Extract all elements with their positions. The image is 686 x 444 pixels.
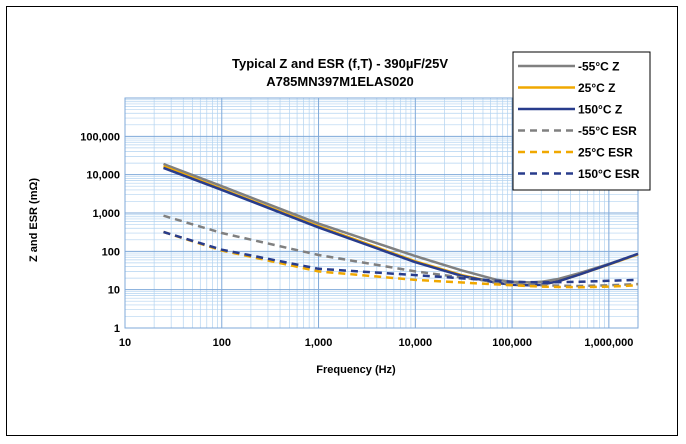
series-150c-esr (163, 230, 639, 284)
x-tick-label: 10,000 (398, 337, 432, 349)
series-layer (163, 162, 639, 289)
x-tick-label: 100 (213, 337, 231, 349)
x-tick-label: 10 (119, 337, 131, 349)
legend-label: -55°C ESR (578, 124, 637, 138)
y-axis-ticks: 1 10 100 1,000 10,000 100,000 (80, 131, 120, 335)
legend-label: -55°C Z (578, 60, 619, 74)
y-tick-label: 100,000 (80, 131, 120, 143)
y-tick-label: 10,000 (86, 170, 120, 182)
x-axis-label: Frequency (Hz) (316, 364, 396, 376)
legend-label: 150°C Z (578, 103, 622, 117)
plot-border (124, 97, 639, 329)
y-tick-label: 1,000 (92, 208, 120, 220)
y-axis-label: Z and ESR (mΩ) (28, 178, 40, 262)
x-axis-ticks: 10 100 1,000 10,000 100,000 1,000,000 (119, 337, 633, 349)
x-tick-label: 1,000,000 (584, 337, 633, 349)
y-tick-label: 10 (108, 285, 120, 297)
y-tick-label: 1 (114, 323, 120, 335)
legend: -55°C Z 25°C Z 150°C Z -55°C ESR 25°C ESR 150… (512, 51, 651, 191)
series-25c-esr (163, 230, 639, 289)
chart-title-line-1: Typical Z and ESR (f,T) - 390µF/25V (232, 56, 448, 71)
legend-label: 150°C ESR (578, 167, 640, 181)
y-tick-label: 100 (102, 246, 120, 258)
x-tick-label: 100,000 (492, 337, 532, 349)
legend-label: 25°C Z (578, 81, 615, 95)
chart-title-line-2: A785MN397M1ELAS020 (266, 74, 413, 89)
legend-box (512, 51, 651, 191)
legend-label: 25°C ESR (578, 146, 633, 160)
x-tick-label: 1,000 (305, 337, 333, 349)
